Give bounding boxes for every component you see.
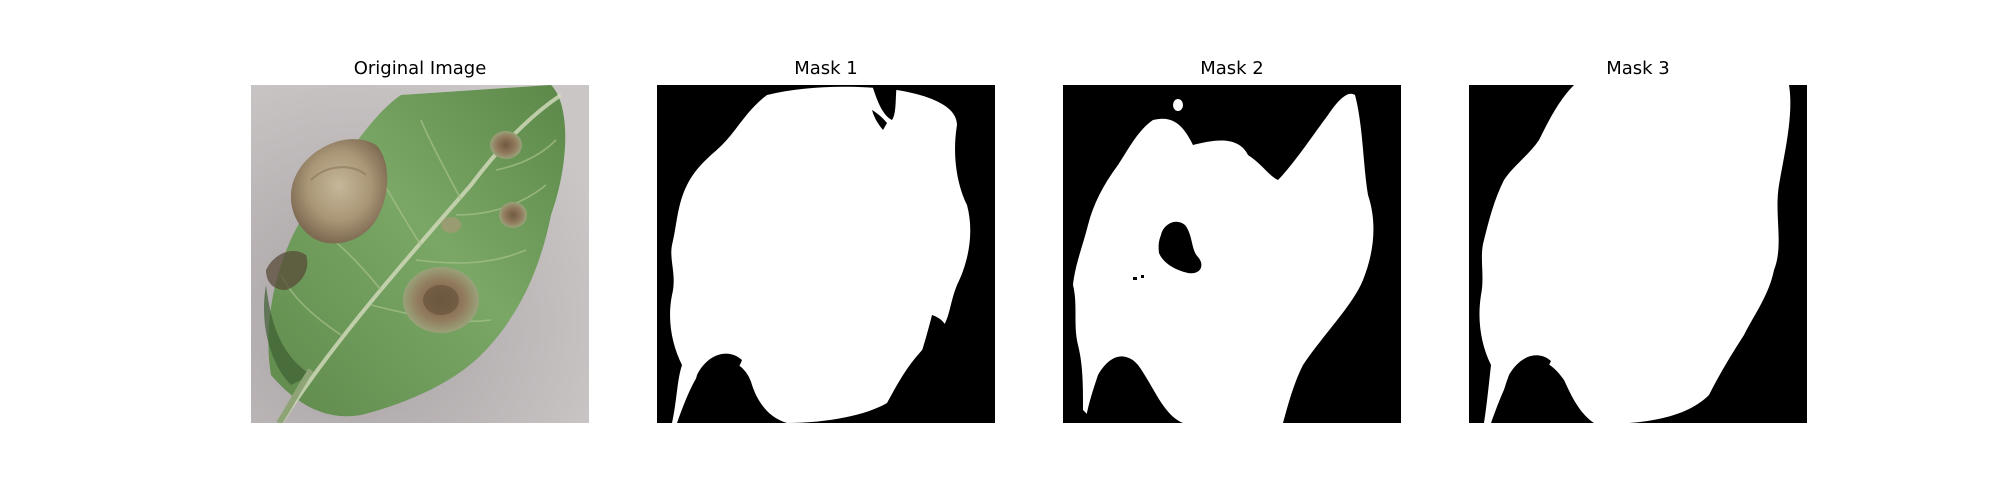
panel-mask-3: Mask 3 — [1469, 0, 1807, 500]
panel-title: Mask 3 — [1606, 58, 1670, 79]
original-leaf-photo — [251, 85, 589, 423]
mask-1-image — [657, 85, 995, 423]
panel-mask-1: Mask 1 — [657, 0, 995, 500]
panel-mask-2: Mask 2 — [1063, 0, 1401, 500]
panel-title: Original Image — [353, 58, 487, 79]
panel-title: Mask 2 — [1200, 58, 1264, 79]
mask-2-image — [1063, 85, 1401, 423]
panel-title: Mask 1 — [794, 58, 858, 79]
mask-3-image — [1469, 85, 1807, 423]
panel-original-image: Original Image — [251, 0, 589, 500]
